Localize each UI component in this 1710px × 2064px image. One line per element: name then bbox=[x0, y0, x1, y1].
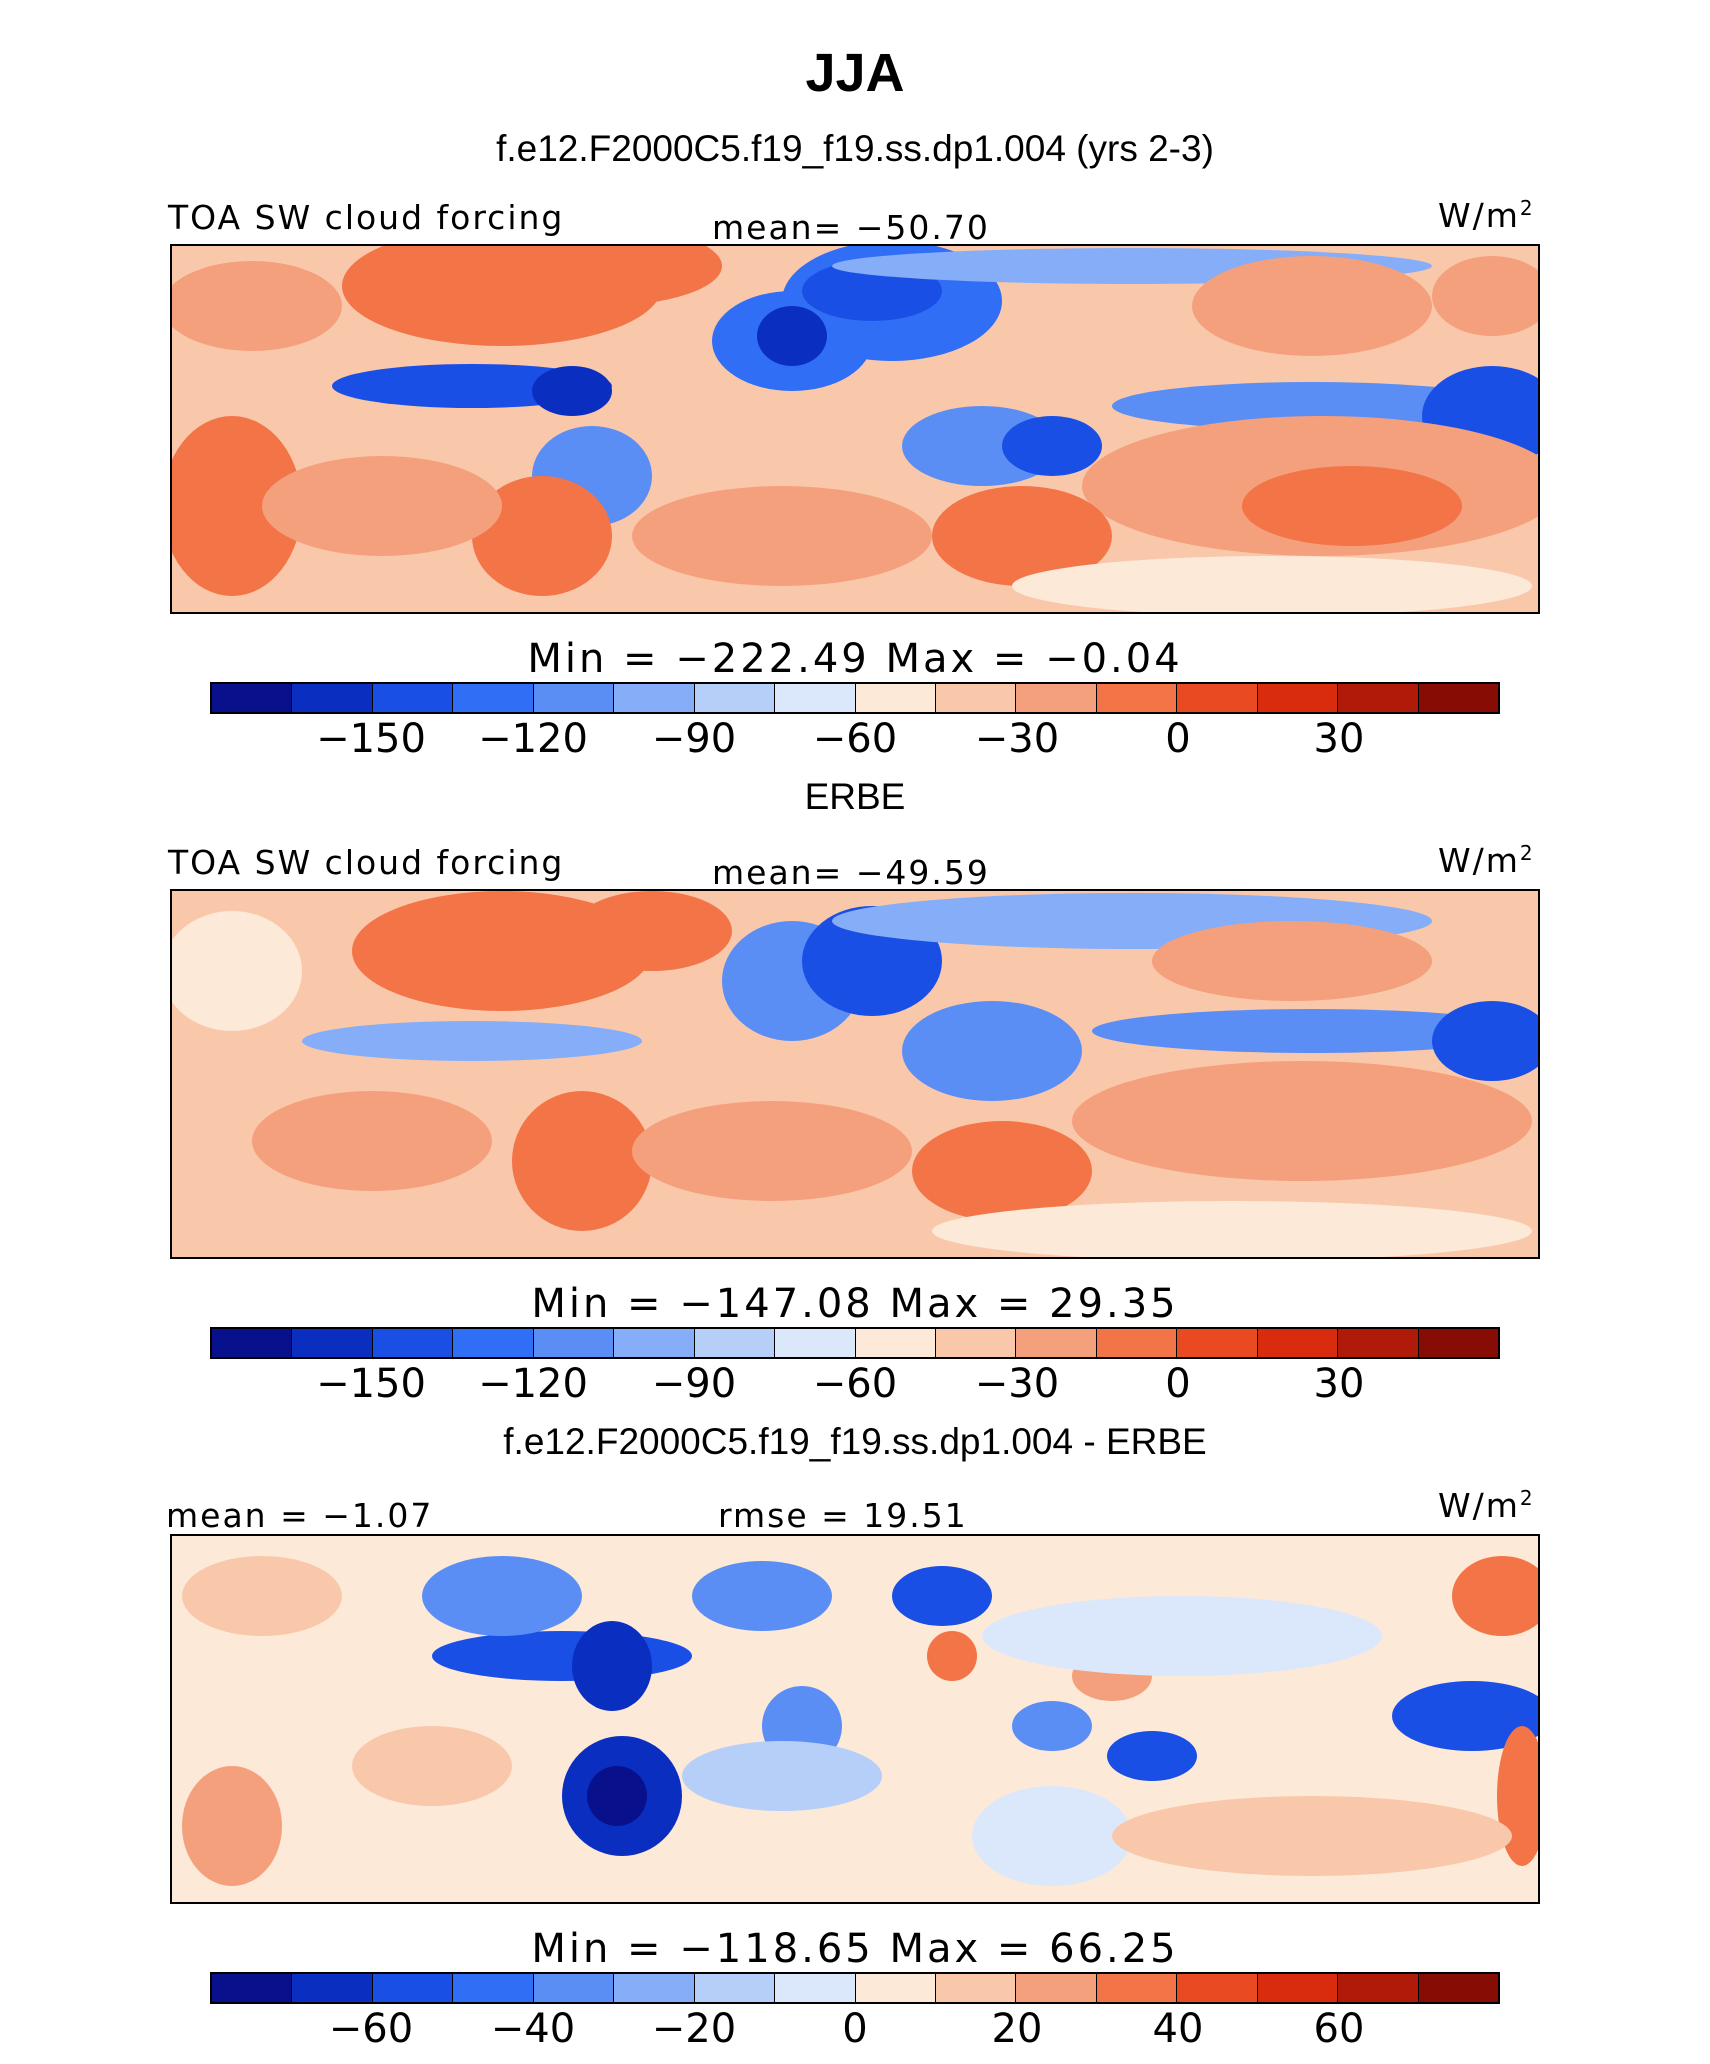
panel3-left-label: mean = −1.07 bbox=[166, 1496, 434, 1535]
panel2-tick: −30 bbox=[974, 1361, 1060, 1407]
panel1-center-label: mean= −50.70 bbox=[712, 208, 990, 247]
panel2-colorbar bbox=[210, 1327, 1500, 1359]
panel3-tick: −20 bbox=[651, 2006, 737, 2052]
panel2-minmax: Min = −147.08 Max = 29.35 bbox=[531, 1281, 1179, 1327]
panel1-colorbar bbox=[210, 682, 1500, 714]
panel2-tick: 30 bbox=[1313, 1361, 1365, 1407]
panel2-tick: −150 bbox=[316, 1361, 426, 1407]
panel1-tick: 30 bbox=[1313, 716, 1365, 762]
panel1-tick: −30 bbox=[974, 716, 1060, 762]
panel2-tick: −60 bbox=[812, 1361, 898, 1407]
panel3-tick: 0 bbox=[842, 2006, 868, 2052]
panel1-subtitle: f.e12.F2000C5.f19_f19.ss.dp1.004 (yrs 2-… bbox=[496, 128, 1214, 169]
panel3-tick: 60 bbox=[1313, 2006, 1365, 2052]
panel1-tick: 0 bbox=[1165, 716, 1191, 762]
panel3-tick: −60 bbox=[328, 2006, 414, 2052]
panel2-unit: W/m2 bbox=[1438, 841, 1535, 880]
panel1-tick: −90 bbox=[651, 716, 737, 762]
panel3-tick: 20 bbox=[991, 2006, 1043, 2052]
panel3-map bbox=[170, 1534, 1540, 1904]
panel3-colorbar bbox=[210, 1972, 1500, 2004]
panel2-tick: −120 bbox=[478, 1361, 588, 1407]
panel3-center-label: rmse = 19.51 bbox=[718, 1496, 968, 1535]
panel1-left-label: TOA SW cloud forcing bbox=[168, 198, 565, 237]
panel1-unit: W/m2 bbox=[1438, 196, 1535, 235]
panel2-center-label: mean= −49.59 bbox=[712, 853, 990, 892]
panel3-unit: W/m2 bbox=[1438, 1486, 1535, 1525]
panel3-subtitle: f.e12.F2000C5.f19_f19.ss.dp1.004 - ERBE bbox=[503, 1421, 1207, 1462]
panel1-tick: −120 bbox=[478, 716, 588, 762]
panel2-tick: 0 bbox=[1165, 1361, 1191, 1407]
panel2-tick: −90 bbox=[651, 1361, 737, 1407]
panel3-tick: −40 bbox=[490, 2006, 576, 2052]
panel3-tick: 40 bbox=[1152, 2006, 1204, 2052]
panel1-minmax: Min = −222.49 Max = −0.04 bbox=[527, 636, 1183, 682]
panel1-map bbox=[170, 244, 1540, 614]
panel3-minmax: Min = −118.65 Max = 66.25 bbox=[531, 1926, 1179, 1972]
plot-title: JJA bbox=[805, 43, 905, 103]
panel2-map bbox=[170, 889, 1540, 1259]
panel2-subtitle: ERBE bbox=[804, 776, 906, 817]
panel1-tick: −60 bbox=[812, 716, 898, 762]
panel1-tick: −150 bbox=[316, 716, 426, 762]
panel2-left-label: TOA SW cloud forcing bbox=[168, 843, 565, 882]
